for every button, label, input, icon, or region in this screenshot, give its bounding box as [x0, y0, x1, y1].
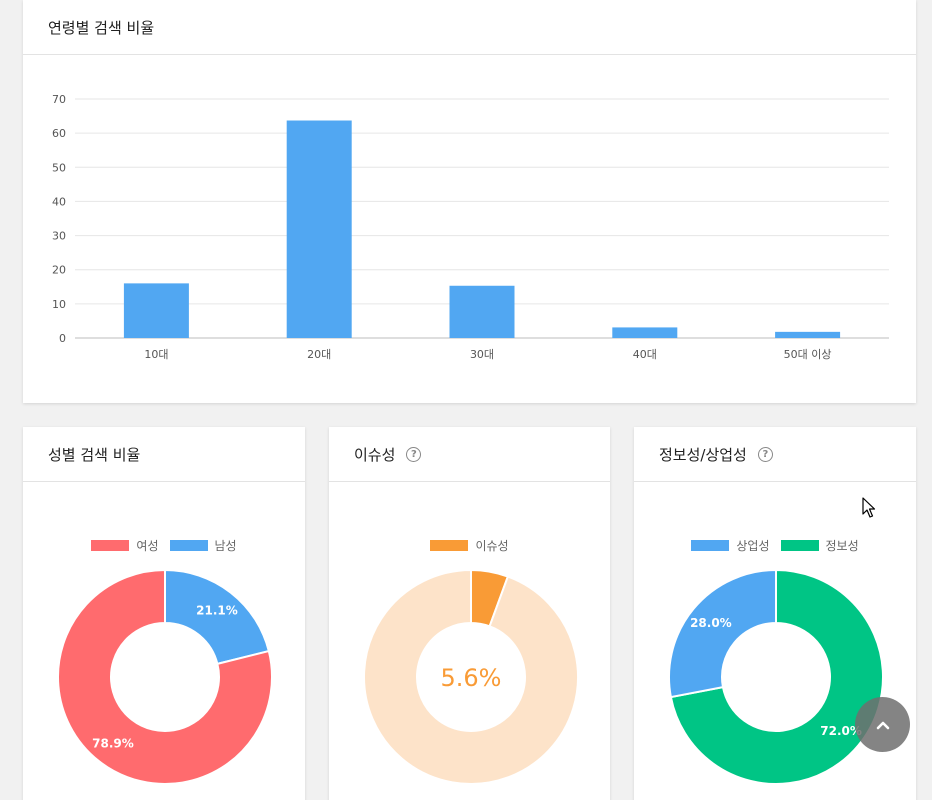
card-header: 성별 검색 비율: [23, 427, 305, 482]
y-tick-label: 70: [52, 93, 66, 106]
slice-female: [57, 569, 273, 785]
legend-swatch: [430, 540, 469, 551]
scroll-top-button[interactable]: [855, 697, 910, 752]
question-circle-icon[interactable]: ?: [757, 446, 773, 462]
center-value-label: 5.6%: [441, 664, 502, 692]
legend-label: 남성: [214, 539, 237, 553]
slice-label: 28.0%: [690, 616, 732, 630]
age-chart-card: 연령별 검색 비율 0 10 20 30 40 50 60 70 10대 20대 30대 40대 50대…: [23, 0, 916, 403]
slice-label: 78.9%: [92, 737, 134, 751]
legend-label: 여성: [136, 539, 159, 553]
legend-label: 상업성: [736, 539, 770, 553]
chart-legend: 상업성 정보성: [634, 537, 916, 554]
legend-swatch: [780, 540, 819, 551]
legend-item-female[interactable]: 여성: [91, 537, 159, 554]
bar: [775, 331, 841, 338]
info-chart-card: 정보성/상업성 ? 상업성 정보성 72.0% 28.0%: [634, 427, 916, 800]
y-tick-label: 0: [59, 332, 66, 345]
legend-label: 정보성: [825, 539, 859, 553]
y-tick-label: 50: [52, 161, 66, 174]
legend-item-male[interactable]: 남성: [169, 537, 237, 554]
slice-commercial: [668, 569, 777, 699]
chart-legend: 이슈성: [329, 537, 610, 554]
x-tick-label: 20대: [307, 348, 331, 361]
slice-label: 72.0%: [820, 724, 862, 738]
legend-swatch: [91, 540, 130, 551]
card-header: 정보성/상업성 ?: [634, 427, 916, 482]
legend-item-informational[interactable]: 정보성: [780, 537, 859, 554]
y-tick-label: 60: [52, 127, 66, 140]
y-tick-label: 20: [52, 264, 66, 277]
bar: [286, 120, 352, 338]
slice-issue-rest: [363, 569, 579, 785]
gender-donut-chart: 21.1% 78.9%: [57, 569, 273, 785]
chart-legend: 여성 남성: [23, 537, 305, 554]
card-header: 연령별 검색 비율: [23, 0, 916, 55]
bar: [612, 327, 678, 338]
legend-label: 이슈성: [475, 539, 509, 553]
card-title: 정보성/상업성: [659, 445, 747, 464]
x-tick-label: 30대: [470, 348, 494, 361]
card-header: 이슈성 ?: [329, 427, 610, 482]
bar: [123, 283, 189, 338]
x-tick-label: 50대 이상: [784, 348, 832, 361]
card-title: 연령별 검색 비율: [48, 18, 155, 37]
mouse-pointer-icon: [862, 497, 876, 518]
gender-chart-card: 성별 검색 비율 여성 남성 21.1% 78.9%: [23, 427, 305, 800]
issue-donut-chart: 5.6%: [363, 569, 579, 785]
x-tick-label: 10대: [144, 348, 168, 361]
y-tick-label: 40: [52, 195, 66, 208]
info-donut-chart: 72.0% 28.0%: [668, 569, 884, 785]
legend-item-commercial[interactable]: 상업성: [691, 537, 770, 554]
bar: [449, 285, 515, 338]
legend-swatch: [691, 540, 730, 551]
card-title: 성별 검색 비율: [48, 445, 141, 464]
x-tick-label: 40대: [633, 348, 657, 361]
legend-swatch: [169, 540, 208, 551]
question-circle-icon[interactable]: ?: [406, 446, 422, 462]
slice-male: [164, 569, 271, 666]
card-title: 이슈성: [354, 445, 396, 464]
slice-informational: [669, 569, 884, 785]
age-bar-chart: 0 10 20 30 40 50 60 70 10대 20대 30대 40대 50대 이상: [52, 93, 889, 361]
legend-item-issue[interactable]: 이슈성: [430, 537, 509, 554]
issue-chart-card: 이슈성 ? 이슈성 5.6%: [329, 427, 610, 800]
y-tick-label: 30: [52, 230, 66, 243]
slice-label: 21.1%: [196, 603, 238, 617]
y-tick-label: 10: [52, 298, 66, 311]
chevron-up-icon: [876, 721, 889, 729]
